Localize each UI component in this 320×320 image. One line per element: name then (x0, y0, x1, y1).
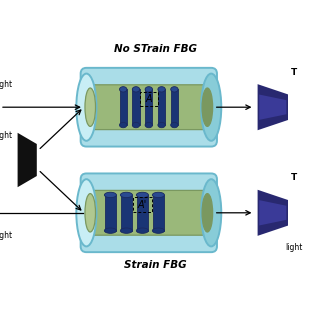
Ellipse shape (136, 192, 148, 198)
Ellipse shape (158, 87, 165, 92)
Text: T: T (291, 68, 298, 77)
Ellipse shape (85, 88, 96, 126)
Bar (132, 89, 140, 125)
Ellipse shape (85, 194, 96, 232)
Ellipse shape (132, 122, 140, 128)
Ellipse shape (171, 87, 178, 92)
Ellipse shape (152, 192, 164, 198)
FancyBboxPatch shape (87, 85, 211, 130)
Ellipse shape (158, 122, 165, 128)
Text: No STrain FBG: No STrain FBG (114, 44, 197, 54)
Text: A: A (146, 94, 152, 104)
Ellipse shape (104, 192, 116, 198)
Text: ight: ight (0, 80, 12, 89)
Bar (158, 89, 165, 125)
Ellipse shape (145, 122, 153, 128)
Bar (105, 195, 116, 231)
Ellipse shape (136, 228, 148, 233)
FancyBboxPatch shape (87, 190, 211, 235)
Ellipse shape (145, 87, 153, 92)
Bar (137, 195, 148, 231)
Text: T: T (291, 173, 298, 182)
Ellipse shape (119, 87, 127, 92)
Text: Strain FBG: Strain FBG (124, 260, 187, 270)
Polygon shape (258, 84, 288, 130)
Ellipse shape (76, 74, 97, 141)
Bar (121, 195, 132, 231)
Bar (171, 89, 178, 125)
Ellipse shape (171, 122, 178, 128)
Ellipse shape (152, 228, 164, 233)
FancyBboxPatch shape (81, 173, 217, 252)
Polygon shape (258, 190, 288, 236)
Ellipse shape (201, 74, 221, 141)
Ellipse shape (202, 194, 213, 232)
Ellipse shape (119, 122, 127, 128)
Text: ight: ight (0, 231, 12, 240)
Bar (120, 89, 127, 125)
Ellipse shape (202, 88, 213, 126)
Text: ight: ight (0, 132, 12, 140)
Bar (145, 89, 152, 125)
Polygon shape (259, 200, 286, 226)
Bar (153, 195, 164, 231)
Ellipse shape (120, 192, 132, 198)
Ellipse shape (132, 87, 140, 92)
FancyBboxPatch shape (81, 68, 217, 147)
Ellipse shape (201, 179, 221, 246)
Ellipse shape (104, 228, 116, 233)
Polygon shape (18, 133, 37, 187)
Text: A': A' (138, 200, 147, 210)
Polygon shape (259, 94, 286, 120)
Text: light: light (286, 243, 303, 252)
Ellipse shape (76, 179, 97, 246)
Ellipse shape (120, 228, 132, 233)
